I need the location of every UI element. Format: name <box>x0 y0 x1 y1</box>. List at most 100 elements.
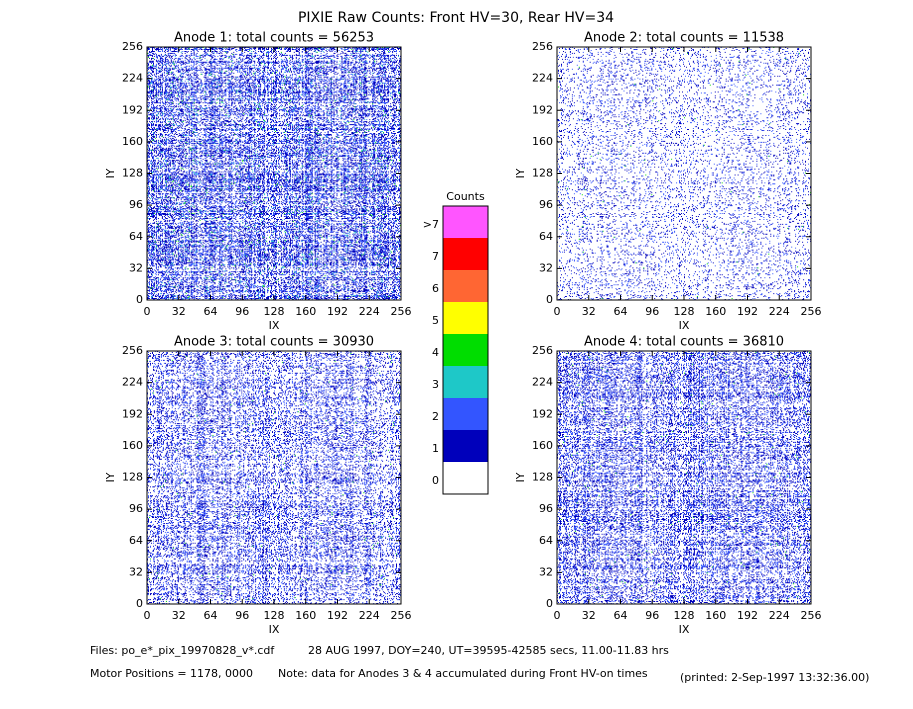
x-tick-label: 96 <box>235 609 249 622</box>
footer-files: Files: po_e*_pix_19970828_v*.cdf <box>90 644 275 657</box>
x-tick-label: 224 <box>769 305 790 318</box>
x-tick-label: 128 <box>674 609 695 622</box>
x-tick-label: 256 <box>391 609 412 622</box>
y-tick-label: 160 <box>122 439 143 452</box>
x-tick-label: 128 <box>264 609 285 622</box>
x-tick-label: 64 <box>614 609 628 622</box>
footer-time: 28 AUG 1997, DOY=240, UT=39595-42585 sec… <box>308 644 669 657</box>
y-tick-label: 224 <box>122 72 143 85</box>
x-tick-label: 96 <box>235 305 249 318</box>
y-tick-label: 64 <box>539 230 553 243</box>
x-tick-label: 96 <box>645 609 659 622</box>
speckle <box>557 351 811 604</box>
x-tick-label: 32 <box>582 305 596 318</box>
panel-title: Anode 2: total counts = 11538 <box>584 31 784 46</box>
y-axis-label: IY <box>104 472 117 482</box>
y-tick-label: 0 <box>546 597 553 610</box>
y-tick-label: 96 <box>129 502 143 515</box>
colorbar-cell <box>443 270 488 302</box>
y-tick-label: 128 <box>122 167 143 180</box>
x-tick-label: 256 <box>801 609 822 622</box>
y-tick-label: 32 <box>539 261 553 274</box>
y-tick-label: 224 <box>122 376 143 389</box>
footer-note: Note: data for Anodes 3 & 4 accumulated … <box>278 667 648 680</box>
x-tick-label: 64 <box>204 305 218 318</box>
colorbar-label: 6 <box>432 282 439 295</box>
colorbar-label: >7 <box>423 218 439 231</box>
speckle <box>557 351 811 604</box>
colorbar-label: 0 <box>432 474 439 487</box>
x-axis-label: IX <box>679 319 690 332</box>
colorbar-cell <box>443 398 488 430</box>
y-tick-label: 32 <box>539 565 553 578</box>
x-tick-label: 128 <box>674 305 695 318</box>
y-tick-label: 96 <box>129 198 143 211</box>
x-tick-label: 224 <box>769 609 790 622</box>
colorbar-cell <box>443 302 488 334</box>
y-tick-label: 96 <box>539 502 553 515</box>
footer-printed: (printed: 2-Sep-1997 13:32:36.00) <box>680 671 869 684</box>
colorbar-label: 2 <box>432 410 439 423</box>
colorbar-label: 7 <box>432 250 439 263</box>
y-tick-label: 32 <box>129 565 143 578</box>
x-tick-label: 0 <box>144 609 151 622</box>
y-tick-label: 64 <box>129 534 143 547</box>
x-tick-label: 192 <box>737 305 758 318</box>
x-tick-label: 128 <box>264 305 285 318</box>
x-tick-label: 160 <box>295 609 316 622</box>
x-tick-label: 192 <box>737 609 758 622</box>
y-tick-label: 96 <box>539 198 553 211</box>
y-tick-label: 160 <box>122 135 143 148</box>
colorbar-cell <box>443 334 488 366</box>
speckle <box>557 47 811 300</box>
x-tick-label: 160 <box>705 305 726 318</box>
colorbar-cell <box>443 206 488 238</box>
x-tick-label: 96 <box>645 305 659 318</box>
x-tick-label: 0 <box>554 305 561 318</box>
colorbar-frame <box>442 205 489 495</box>
x-tick-label: 160 <box>705 609 726 622</box>
x-tick-label: 224 <box>359 609 380 622</box>
x-tick-label: 0 <box>144 305 151 318</box>
colorbar-label: 4 <box>432 346 439 359</box>
x-tick-label: 64 <box>204 609 218 622</box>
figure-title: PIXIE Raw Counts: Front HV=30, Rear HV=3… <box>298 10 614 26</box>
x-tick-label: 32 <box>582 609 596 622</box>
y-tick-label: 0 <box>546 293 553 306</box>
colorbar-label: 5 <box>432 314 439 327</box>
y-tick-label: 0 <box>136 597 143 610</box>
y-tick-label: 192 <box>532 103 553 116</box>
y-tick-label: 224 <box>532 72 553 85</box>
y-axis-label: IY <box>514 472 527 482</box>
panel-title: Anode 1: total counts = 56253 <box>174 31 374 46</box>
x-tick-label: 192 <box>327 609 348 622</box>
y-tick-label: 128 <box>532 167 553 180</box>
y-tick-label: 64 <box>129 230 143 243</box>
x-axis-label: IX <box>269 623 280 636</box>
y-tick-label: 256 <box>532 40 553 53</box>
colorbar-cell <box>443 462 488 494</box>
y-tick-label: 256 <box>532 344 553 357</box>
x-tick-label: 256 <box>391 305 412 318</box>
y-tick-label: 256 <box>122 344 143 357</box>
panel-title: Anode 4: total counts = 36810 <box>584 335 784 350</box>
y-tick-label: 192 <box>122 103 143 116</box>
y-tick-label: 256 <box>122 40 143 53</box>
y-tick-label: 192 <box>122 407 143 420</box>
y-tick-label: 128 <box>532 471 553 484</box>
y-tick-label: 160 <box>532 439 553 452</box>
footer-motor: Motor Positions = 1178, 0000 <box>90 667 253 680</box>
y-axis-label: IY <box>514 168 527 178</box>
speckle <box>147 47 401 300</box>
y-tick-label: 64 <box>539 534 553 547</box>
x-tick-label: 192 <box>327 305 348 318</box>
x-tick-label: 32 <box>172 609 186 622</box>
colorbar-title: Counts <box>446 190 485 203</box>
x-tick-label: 256 <box>801 305 822 318</box>
x-tick-label: 32 <box>172 305 186 318</box>
x-axis-label: IX <box>679 623 690 636</box>
y-tick-label: 224 <box>532 376 553 389</box>
y-tick-label: 128 <box>122 471 143 484</box>
y-axis-label: IY <box>104 168 117 178</box>
